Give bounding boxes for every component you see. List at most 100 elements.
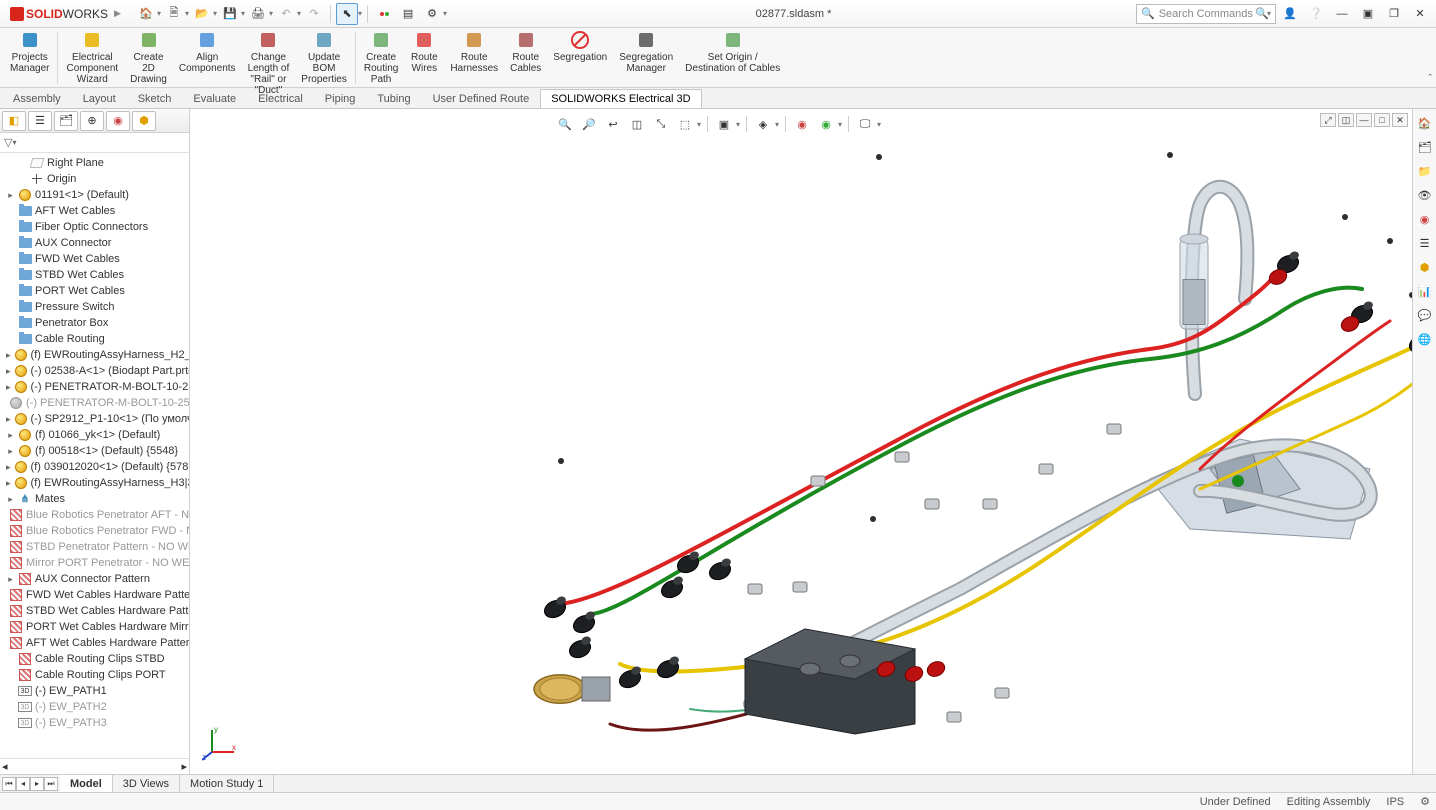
apply-scene-icon[interactable]: ◉ <box>816 114 836 134</box>
tab-evaluate[interactable]: Evaluate <box>182 89 247 108</box>
ribbon-segregation[interactable]: SegregationManager <box>613 30 679 74</box>
tab-last-icon[interactable]: ⏭ <box>44 777 58 791</box>
ribbon-electrical[interactable]: ElectricalComponentWizard <box>60 30 124 85</box>
view-tab-motion-study-1[interactable]: Motion Study 1 <box>180 775 274 792</box>
tab-sketch[interactable]: Sketch <box>127 89 183 108</box>
tree-item[interactable]: Penetrator Box <box>2 315 189 331</box>
tree-item[interactable]: ▸(f) 039012020<1> (Default) {5781} <box>2 459 189 475</box>
tree-item[interactable]: STBD Wet Cables Hardware Pattern <box>2 603 189 619</box>
help-icon[interactable]: ❔ <box>1304 4 1328 24</box>
print-icon[interactable]: 🖨 <box>247 3 269 25</box>
rail-appearance-icon[interactable]: ◉ <box>1415 209 1435 229</box>
options-list-icon[interactable]: ▤ <box>397 3 419 25</box>
section-view-icon[interactable]: ◫ <box>627 114 647 134</box>
redo-icon[interactable]: ↷ <box>303 3 325 25</box>
view-orient-icon[interactable]: ⬚ <box>675 114 695 134</box>
gear-icon[interactable]: ⚙ <box>421 3 443 25</box>
ribbon-set-origin-[interactable]: Set Origin /Destination of Cables <box>679 30 786 74</box>
fm-tab-config-icon[interactable]: 🗂 <box>54 111 78 131</box>
expand-icon[interactable]: ▸ <box>6 350 11 361</box>
ribbon-change[interactable]: ChangeLength of"Rail" or"Duct" <box>242 30 296 96</box>
expand-icon[interactable]: ▸ <box>6 414 11 425</box>
tree-item[interactable]: Fiber Optic Connectors <box>2 219 189 235</box>
tree-item[interactable]: Mirror PORT Penetrator - NO WET - <box>2 555 189 571</box>
save-icon[interactable]: 💾 <box>219 3 241 25</box>
user-icon[interactable]: 👤 <box>1278 4 1302 24</box>
search-commands-input[interactable]: 🔍 Search Commands 🔍 ▾ <box>1136 4 1276 24</box>
ribbon-route[interactable]: RouteHarnesses <box>444 30 504 74</box>
tree-item[interactable]: ▸(f) EWRoutingAssyHarness_H2_357 <box>2 347 189 363</box>
rail-folder-icon[interactable]: 📁 <box>1415 161 1435 181</box>
zoom-fit-icon[interactable]: 🔍 <box>555 114 575 134</box>
vp-maximize-icon[interactable]: □ <box>1374 113 1390 127</box>
fm-tab-dim-icon[interactable]: ⊕ <box>80 111 104 131</box>
fm-tab-tree-icon[interactable]: ◧ <box>2 111 26 131</box>
dynamic-view-icon[interactable]: ⤡ <box>651 114 671 134</box>
tree-item[interactable]: ▸(f) 01066_yk<1> (Default) <box>2 427 189 443</box>
ribbon-create[interactable]: CreateRoutingPath <box>358 30 404 85</box>
tree-item[interactable]: ▸01191<1> (Default) <box>2 187 189 203</box>
tree-item[interactable]: STBD Wet Cables <box>2 267 189 283</box>
open-icon[interactable]: 📂 <box>191 3 213 25</box>
rail-forum-icon[interactable]: 💬 <box>1415 305 1435 325</box>
tab-prev-icon[interactable]: ◂ <box>16 777 30 791</box>
scroll-left-icon[interactable]: ◂ <box>2 760 8 773</box>
tab-solidworks-electrical-3d[interactable]: SOLIDWORKS Electrical 3D <box>540 89 701 108</box>
tab-layout[interactable]: Layout <box>72 89 127 108</box>
expand-icon[interactable]: ▸ <box>6 462 11 473</box>
ribbon-segregation[interactable]: Segregation <box>547 30 613 63</box>
fm-tab-display-icon[interactable]: ◉ <box>106 111 130 131</box>
window-restore-icon[interactable]: ❐ <box>1382 4 1406 24</box>
tree-item[interactable]: Blue Robotics Penetrator FWD - NO <box>2 523 189 539</box>
tree-item[interactable]: (-) PENETRATOR-M-BOLT-10-25-A <box>2 395 189 411</box>
tab-tubing[interactable]: Tubing <box>366 89 421 108</box>
rail-chart-icon[interactable]: 📊 <box>1415 281 1435 301</box>
tree-hscroll[interactable]: ◂ ▸ <box>0 758 189 774</box>
tree-item[interactable]: AFT Wet Cables Hardware Pattern <box>2 635 189 651</box>
home-icon[interactable]: 🏠 <box>135 3 157 25</box>
tree-item[interactable]: STBD Penetrator Pattern - NO WET <box>2 539 189 555</box>
tree-item[interactable]: Cable Routing Clips PORT <box>2 667 189 683</box>
ribbon-create[interactable]: Create2DDrawing <box>124 30 173 85</box>
window-minimize-icon[interactable]: — <box>1330 4 1354 24</box>
rail-box-icon[interactable]: ⬢ <box>1415 257 1435 277</box>
tree-item[interactable]: ▸(-) PENETRATOR-M-BOLT-10-25-A <box>2 379 189 395</box>
tree-item[interactable]: ▸(f) EWRoutingAssyHarness_H3|375 <box>2 475 189 491</box>
tree-item[interactable]: Origin <box>2 171 189 187</box>
ribbon-projects[interactable]: ProjectsManager <box>4 30 55 74</box>
ribbon-update[interactable]: UpdateBOMProperties <box>295 30 353 85</box>
tree-item[interactable]: PORT Wet Cables <box>2 283 189 299</box>
rail-view-icon[interactable]: 👁 <box>1415 185 1435 205</box>
display-style-icon[interactable]: ▣ <box>714 114 734 134</box>
expand-icon[interactable]: ▸ <box>6 478 11 489</box>
fm-tab-property-icon[interactable]: ☰ <box>28 111 52 131</box>
new-icon[interactable]: 🗎 <box>163 3 185 25</box>
vp-expand-icon[interactable]: ⤢ <box>1320 113 1336 127</box>
rail-home-icon[interactable]: 🏠 <box>1415 113 1435 133</box>
expand-icon[interactable]: ▸ <box>6 366 11 377</box>
expand-icon[interactable]: ▸ <box>6 382 11 393</box>
tree-item[interactable]: 3D(-) EW_PATH1 <box>2 683 189 699</box>
tree-item[interactable]: Blue Robotics Penetrator AFT - NO <box>2 507 189 523</box>
tree-item[interactable]: Right Plane <box>2 155 189 171</box>
tree-item[interactable]: FWD Wet Cables <box>2 251 189 267</box>
vp-minimize-icon[interactable]: — <box>1356 113 1372 127</box>
scroll-right-icon[interactable]: ▸ <box>181 760 187 773</box>
hide-show-icon[interactable]: ◈ <box>753 114 773 134</box>
tree-item[interactable]: Cable Routing <box>2 331 189 347</box>
vp-close-icon[interactable]: ✕ <box>1392 113 1408 127</box>
ribbon-align[interactable]: AlignComponents <box>173 30 242 74</box>
window-close-icon[interactable]: ✕ <box>1408 4 1432 24</box>
prev-view-icon[interactable]: ↩ <box>603 114 623 134</box>
tree-item[interactable]: AUX Connector <box>2 235 189 251</box>
status-units[interactable]: IPS <box>1386 796 1404 808</box>
window-tile-icon[interactable]: ▣ <box>1356 4 1380 24</box>
tab-next-icon[interactable]: ▸ <box>30 777 44 791</box>
tree-item[interactable]: Pressure Switch <box>2 299 189 315</box>
rail-globe-icon[interactable]: 🌐 <box>1415 329 1435 349</box>
undo-icon[interactable]: ↶ <box>275 3 297 25</box>
graphics-viewport[interactable]: ⤢ ◫ — □ ✕ y x z <box>190 109 1412 774</box>
tree-item[interactable]: 3D(-) EW_PATH2 <box>2 699 189 715</box>
ribbon-collapse-icon[interactable]: ˆ <box>1428 73 1432 85</box>
tree-item[interactable]: FWD Wet Cables Hardware Pattern <box>2 587 189 603</box>
